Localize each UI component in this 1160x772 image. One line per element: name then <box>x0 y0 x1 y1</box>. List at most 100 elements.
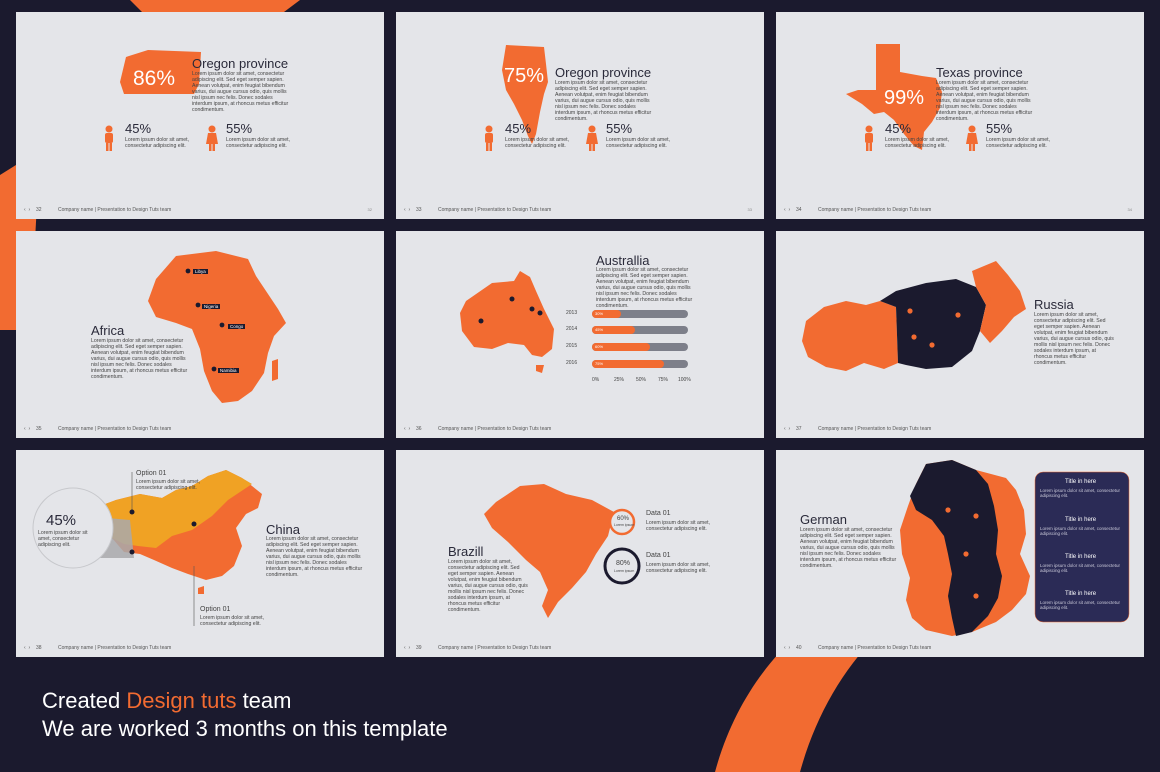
female-caption: Lorem ipsum dolor sit amet, consectetur … <box>606 137 671 149</box>
caption-pre: Created <box>42 688 127 713</box>
nav-arrows-icon[interactable]: ‹ › <box>404 207 411 213</box>
slide-title: Australlia <box>596 253 650 268</box>
company-name: Company name | Presentation to Design Tu… <box>818 207 932 213</box>
slide-footer: ‹ › 39 Company name | Presentation to De… <box>396 645 764 653</box>
company-name: Company name | Presentation to Design Tu… <box>438 207 552 213</box>
female-percent: 55% <box>986 121 1013 136</box>
card-body: Lorem ipsum dolor sit amet, consectetur … <box>1040 526 1121 536</box>
ring-sub-1: Lorem ipsum <box>614 523 635 527</box>
texas-big-percent: 99% <box>884 87 925 109</box>
slide-number: 32 <box>36 207 42 213</box>
nav-arrows-icon[interactable]: ‹ › <box>404 426 411 432</box>
nav-arrows-icon[interactable]: ‹ › <box>404 645 411 651</box>
option-bottom-label: Option 01 <box>200 606 231 613</box>
female-percent: 55% <box>226 121 253 136</box>
china-percent-caption: Lorem ipsum dolor sit amet, consectetur … <box>38 530 88 548</box>
slide-40-german[interactable]: Title in here Lorem ipsum dolor sit amet… <box>776 450 1144 657</box>
slide-33-oregon[interactable]: 75% Oregon province Lorem ipsum dolor si… <box>396 12 764 219</box>
slide-37-russia[interactable]: Russia Lorem ipsum dolor sit amet, conse… <box>776 231 1144 438</box>
oregon-map-shape <box>485 45 598 151</box>
female-caption: Lorem ipsum dolor sit amet, consectetur … <box>226 137 291 149</box>
slide-title: Texas province <box>936 65 1023 80</box>
oregon-big-percent: 75% <box>504 65 545 87</box>
data-text-1: Lorem ipsum dolor sit amet, consectetur … <box>646 520 711 532</box>
slide-body-text: Lorem ipsum dolor sit amet, consectetur … <box>800 527 897 569</box>
nav-arrows-icon[interactable]: ‹ › <box>24 645 31 651</box>
nav-arrows-icon[interactable]: ‹ › <box>784 426 791 432</box>
slide-body-text: Lorem ipsum dolor sit amet, consectetur … <box>91 338 188 380</box>
card-body: Lorem ipsum dolor sit amet, consectetur … <box>1040 488 1121 498</box>
oregon-map-shape <box>105 50 218 151</box>
slide-body-text: Lorem ipsum dolor sit amet, consectetur … <box>266 536 363 578</box>
data-text-2: Lorem ipsum dolor sit amet, consectetur … <box>646 562 711 574</box>
slide-number: 36 <box>416 426 422 432</box>
slide-footer: ‹ › 36 Company name | Presentation to De… <box>396 426 764 434</box>
page-number: 33 <box>747 207 752 212</box>
slide-35-africa[interactable]: Libya Nigeria Congo Namibia Africa Lorem… <box>16 231 384 438</box>
slide-38-china[interactable]: 45% Lorem ipsum dolor sit amet, consecte… <box>16 450 384 657</box>
option-top-label: Option 01 <box>136 470 167 477</box>
male-percent: 45% <box>505 121 532 136</box>
map-label-libya: Libya <box>193 269 208 274</box>
slide-footer: ‹ › 37 Company name | Presentation to De… <box>776 426 1144 434</box>
map-label-nigeria: Nigeria <box>202 304 221 309</box>
nav-arrows-icon[interactable]: ‹ › <box>784 645 791 651</box>
bar-track: 60% <box>592 343 688 351</box>
card-title: Title in here <box>1065 554 1097 560</box>
map-label-congo: Congo <box>228 324 246 329</box>
option-bottom-text: Lorem ipsum dolor sit amet, consectetur … <box>200 615 265 627</box>
axis-tick: 25% <box>614 377 625 383</box>
bar-fill: 75% <box>592 360 664 368</box>
map-label-namibia: Namibia <box>218 368 239 373</box>
slide-title: China <box>266 522 300 537</box>
bar-year: 2013 <box>566 310 578 316</box>
slide-title: Brazill <box>448 544 484 559</box>
card-title: Title in here <box>1065 517 1097 523</box>
china-big-percent: 45% <box>46 512 77 529</box>
germany-map-shape <box>900 460 1130 636</box>
slide-body-text: Lorem ipsum dolor sit amet, consectetur … <box>1034 312 1114 366</box>
slide-36-australia[interactable]: Australlia Lorem ipsum dolor sit amet, c… <box>396 231 764 438</box>
nav-arrows-icon[interactable]: ‹ › <box>24 207 31 213</box>
slide-number: 34 <box>796 207 802 213</box>
slide-39-brazil[interactable]: 60% Lorem ipsum 80% Lorem ipsum Data 01 … <box>396 450 764 657</box>
bar-row-2013: 2013 30% <box>566 309 696 318</box>
axis-tick: 0% <box>592 377 600 383</box>
brazil-map-shape <box>484 484 641 618</box>
card-body: Lorem ipsum dolor sit amet, consectetur … <box>1040 563 1121 573</box>
bar-fill: 45% <box>592 326 636 334</box>
data-label-2: Data 01 <box>646 552 671 559</box>
bar-row-2016: 2016 75% <box>566 359 696 368</box>
nav-arrows-icon[interactable]: ‹ › <box>784 207 791 213</box>
page-number: 34 <box>1127 207 1132 212</box>
page-number: 32 <box>367 207 372 212</box>
slide-footer: ‹ › 38 Company name | Presentation to De… <box>16 645 384 653</box>
china-map-shape <box>32 470 262 626</box>
slide-footer: ‹ › 40 Company name | Presentation to De… <box>776 645 1144 653</box>
caption-line-1: Created Design tuts team <box>42 688 291 714</box>
slide-34-texas[interactable]: 99% Texas province Lorem ipsum dolor sit… <box>776 12 1144 219</box>
bar-value: 30% <box>595 311 604 316</box>
nav-arrows-icon[interactable]: ‹ › <box>24 426 31 432</box>
oregon-big-percent: 86% <box>133 67 176 90</box>
male-percent: 45% <box>125 121 152 136</box>
bar-fill: 60% <box>592 343 650 351</box>
company-name: Company name | Presentation to Design Tu… <box>818 645 932 651</box>
bar-value: 45% <box>595 327 604 332</box>
company-name: Company name | Presentation to Design Tu… <box>818 426 932 432</box>
male-percent: 45% <box>885 121 912 136</box>
bar-year: 2015 <box>566 343 578 349</box>
card-title: Title in here <box>1065 591 1097 597</box>
bar-track: 30% <box>592 310 688 318</box>
slide-32-oregon[interactable]: 86% Oregon province Lorem ipsum dolor si… <box>16 12 384 219</box>
slide-number: 39 <box>416 645 422 651</box>
data-label-1: Data 01 <box>646 510 671 517</box>
slide-body-text: Lorem ipsum dolor sit amet, consectetur … <box>555 80 652 122</box>
male-caption: Lorem ipsum dolor sit amet, consectetur … <box>885 137 950 149</box>
female-caption: Lorem ipsum dolor sit amet, consectetur … <box>986 137 1051 149</box>
slide-body-text: Lorem ipsum dolor sit amet, consectetur … <box>936 80 1033 122</box>
slide-number: 38 <box>36 645 42 651</box>
company-name: Company name | Presentation to Design Tu… <box>438 645 552 651</box>
company-name: Company name | Presentation to Design Tu… <box>58 207 172 213</box>
slide-body-text: Lorem ipsum dolor sit amet, consectetur … <box>448 559 528 613</box>
